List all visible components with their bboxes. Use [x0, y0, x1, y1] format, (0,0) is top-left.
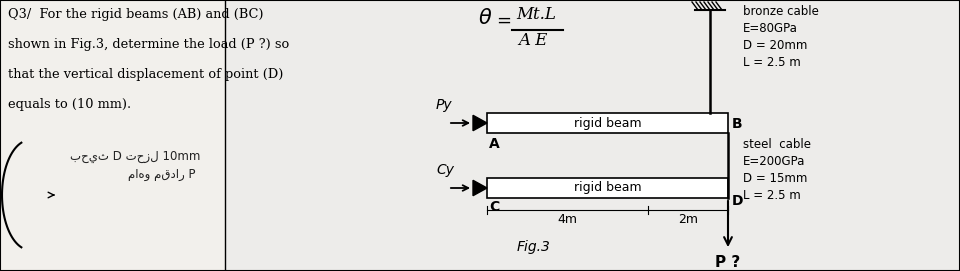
Text: ماهو مقدار P: ماهو مقدار P	[128, 168, 195, 181]
Text: L = 2.5 m: L = 2.5 m	[743, 56, 801, 69]
Bar	[487, 178, 728, 198]
Text: Q3/  For the rigid beams (AB) and (BC): Q3/ For the rigid beams (AB) and (BC)	[8, 8, 263, 21]
Text: $\theta$: $\theta$	[478, 8, 492, 28]
Text: that the vertical displacement of point (D): that the vertical displacement of point …	[8, 68, 283, 81]
Text: L = 2.5 m: L = 2.5 m	[743, 189, 801, 202]
Text: E=80GPa: E=80GPa	[743, 22, 798, 35]
Text: bronze cable: bronze cable	[743, 5, 819, 18]
Text: D = 20mm: D = 20mm	[743, 39, 807, 52]
Bar	[487, 113, 728, 133]
Text: Py: Py	[436, 98, 452, 112]
Text: Fig.3: Fig.3	[517, 240, 551, 254]
Text: D: D	[732, 194, 743, 208]
Text: Mt.L: Mt.L	[516, 6, 556, 23]
Text: 2m: 2m	[678, 213, 698, 226]
Text: A E: A E	[518, 32, 547, 49]
Text: equals to (10 mm).: equals to (10 mm).	[8, 98, 132, 111]
Text: بحيث D تحزل 10mm: بحيث D تحزل 10mm	[70, 150, 200, 163]
Polygon shape	[473, 115, 487, 131]
Text: P ?: P ?	[715, 255, 740, 270]
Text: E=200GPa: E=200GPa	[743, 155, 805, 168]
Text: B: B	[732, 117, 743, 131]
Text: C: C	[489, 200, 499, 214]
Text: shown in Fig.3, determine the load (P ?) so: shown in Fig.3, determine the load (P ?)…	[8, 38, 289, 51]
Text: rigid beam: rigid beam	[574, 182, 641, 195]
Text: steel  cable: steel cable	[743, 138, 811, 151]
Text: D = 15mm: D = 15mm	[743, 172, 807, 185]
Text: A: A	[489, 137, 500, 151]
Bar	[0, 0, 225, 271]
Text: Cy: Cy	[436, 163, 454, 177]
Text: rigid beam: rigid beam	[574, 117, 641, 130]
Polygon shape	[473, 180, 487, 196]
Text: 4m: 4m	[558, 213, 577, 226]
Text: =: =	[496, 12, 511, 30]
